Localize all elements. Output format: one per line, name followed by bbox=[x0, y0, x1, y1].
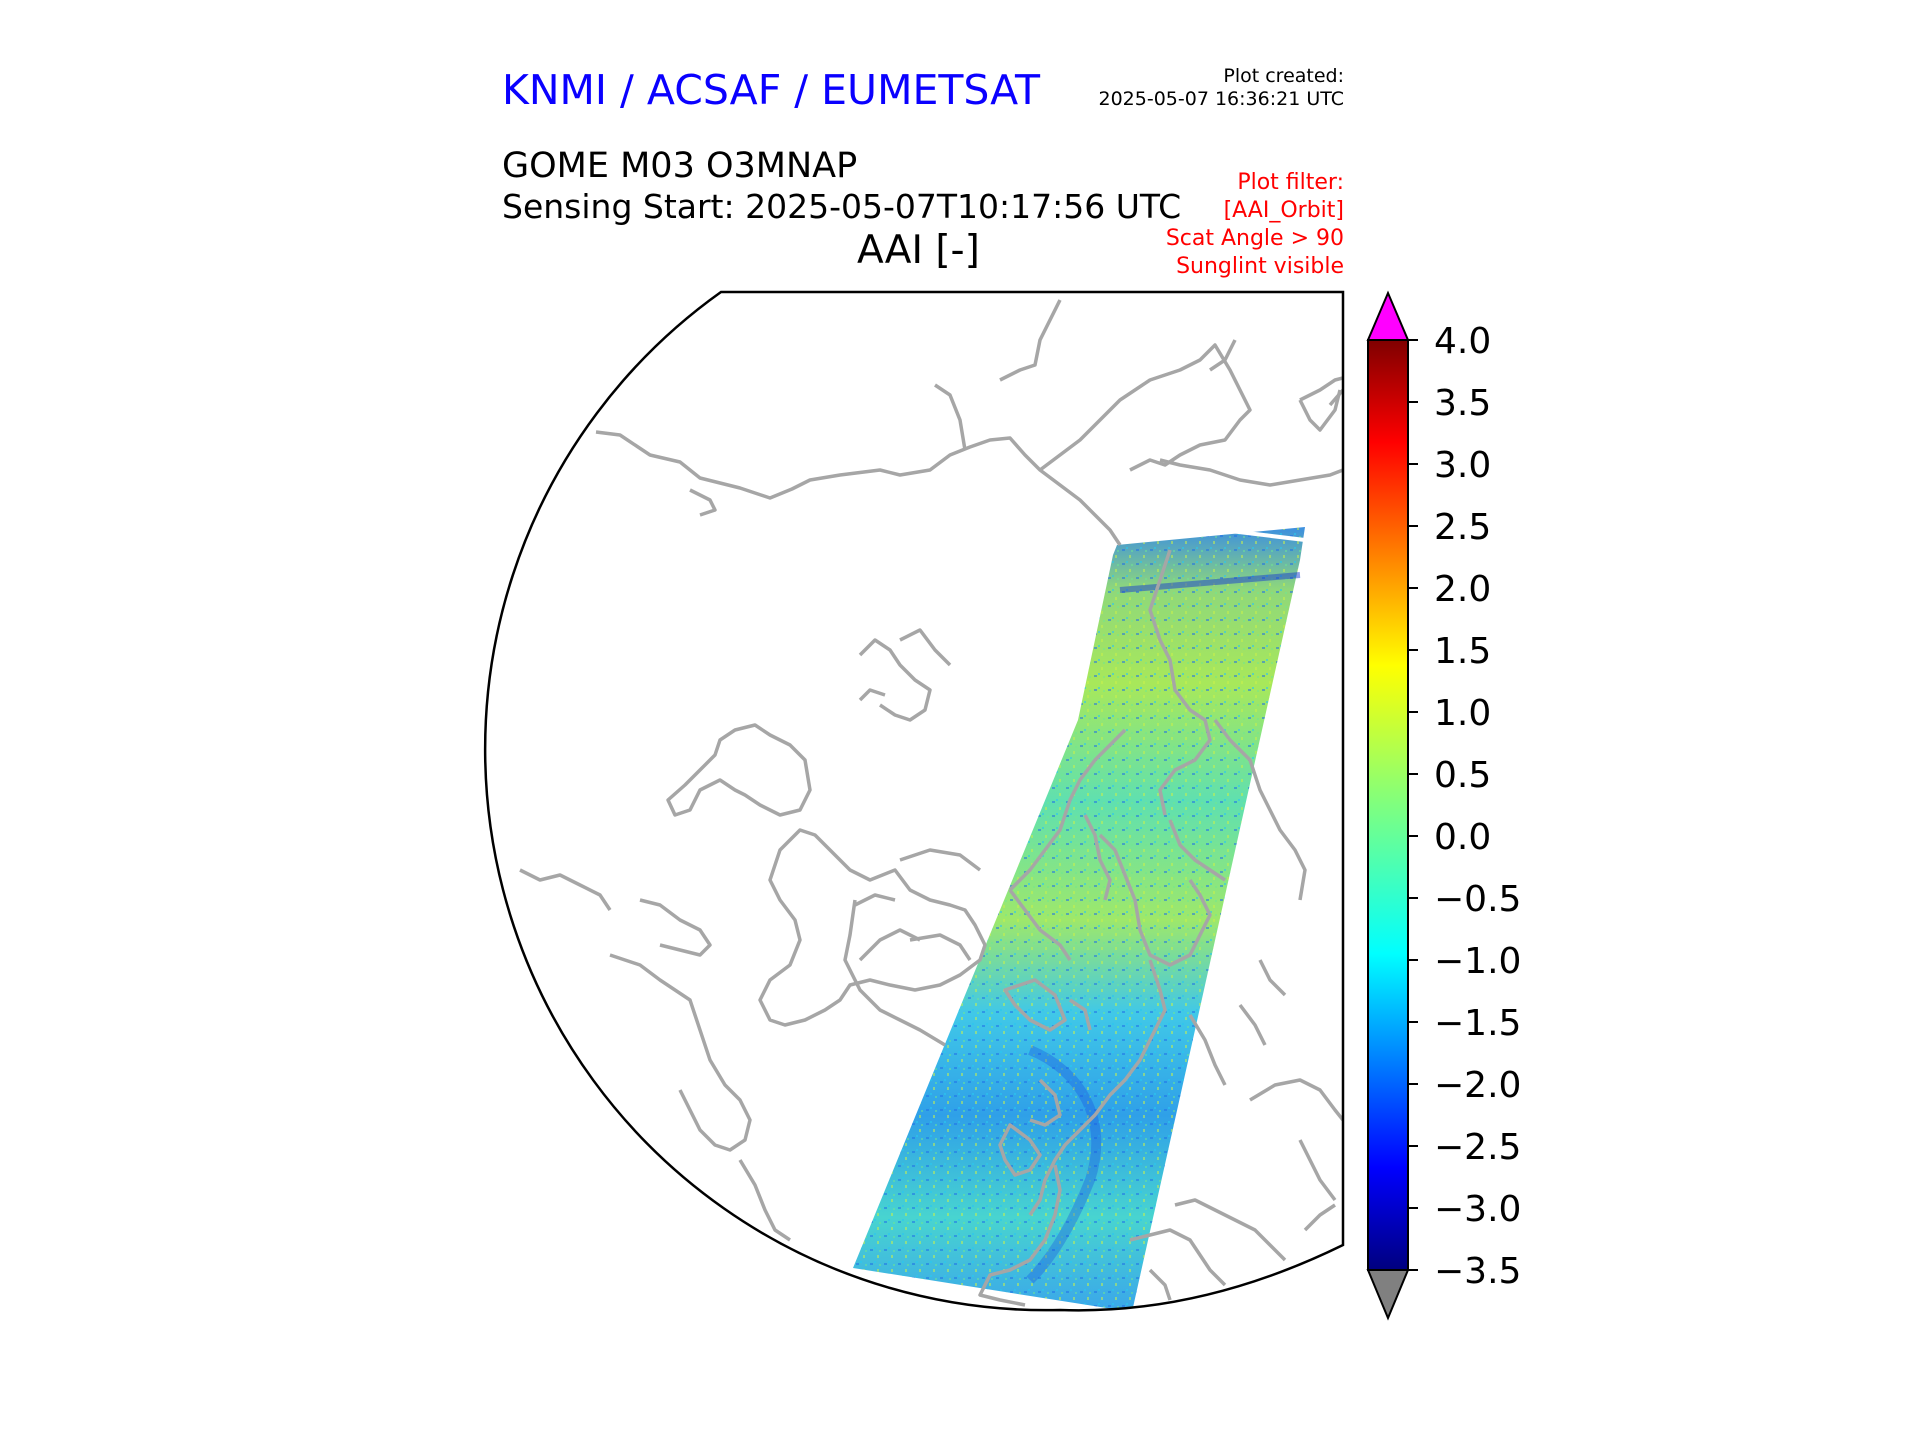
plot-filter-sunglint: Sunglint visible bbox=[1176, 254, 1344, 279]
colorbar-tick-label: 1.5 bbox=[1434, 631, 1491, 672]
plot-filter-scat-angle: Scat Angle > 90 bbox=[1165, 226, 1344, 251]
colorbar-tick-label: 4.0 bbox=[1434, 321, 1491, 362]
aai-swath bbox=[853, 523, 1306, 1311]
colorbar-tick-label: 0.5 bbox=[1434, 755, 1491, 796]
plot-filter-label: Plot filter: bbox=[1237, 170, 1344, 195]
plot-created-value: 2025-05-07 16:36:21 UTC bbox=[1098, 88, 1345, 110]
organisation-title: KNMI / ACSAF / EUMETSAT bbox=[502, 66, 1041, 114]
colorbar-tick-label: −0.5 bbox=[1434, 879, 1521, 920]
colorbar-over-triangle bbox=[1366, 290, 1410, 341]
colorbar-tick-label: −2.5 bbox=[1434, 1127, 1521, 1168]
colorbar-gradient bbox=[1368, 340, 1408, 1270]
plot-created-label: Plot created: bbox=[1223, 65, 1344, 87]
colorbar-tick-label: −3.5 bbox=[1434, 1251, 1521, 1292]
colorbar-under-triangle bbox=[1366, 1269, 1410, 1321]
colorbar-tick-label: 3.0 bbox=[1434, 445, 1491, 486]
colorbar-tick-label: −2.0 bbox=[1434, 1065, 1521, 1106]
colorbar-tick-label: 0.0 bbox=[1434, 817, 1491, 858]
colorbar-tick-label: 3.5 bbox=[1434, 383, 1491, 424]
colorbar-tick-label: −1.0 bbox=[1434, 941, 1521, 982]
colorbar-tick-label: 2.0 bbox=[1434, 569, 1491, 610]
variable-title: AAI [-] bbox=[857, 228, 980, 273]
sensing-start: Sensing Start: 2025-05-07T10:17:56 UTC bbox=[502, 187, 1182, 226]
map-frame bbox=[483, 290, 1345, 1312]
colorbar-tick-label: −3.0 bbox=[1434, 1189, 1521, 1230]
product-title: GOME M03 O3MNAP bbox=[502, 146, 858, 186]
colorbar-outline bbox=[1367, 339, 1409, 1271]
colorbar-ticks: 4.0 3.5 3.0 2.5 2.0 1.5 1.0 0.5 0.0 −0.5 −1.0 −1.5 −… bbox=[1408, 321, 1521, 1292]
coastlines bbox=[519, 299, 1343, 1307]
colorbar-tick-label: 2.5 bbox=[1434, 507, 1491, 548]
plot-filter-orbit: [AAI_Orbit] bbox=[1223, 198, 1344, 223]
colorbar-tick-label: 1.0 bbox=[1434, 693, 1491, 734]
colorbar-tick-label: −1.5 bbox=[1434, 1003, 1521, 1044]
